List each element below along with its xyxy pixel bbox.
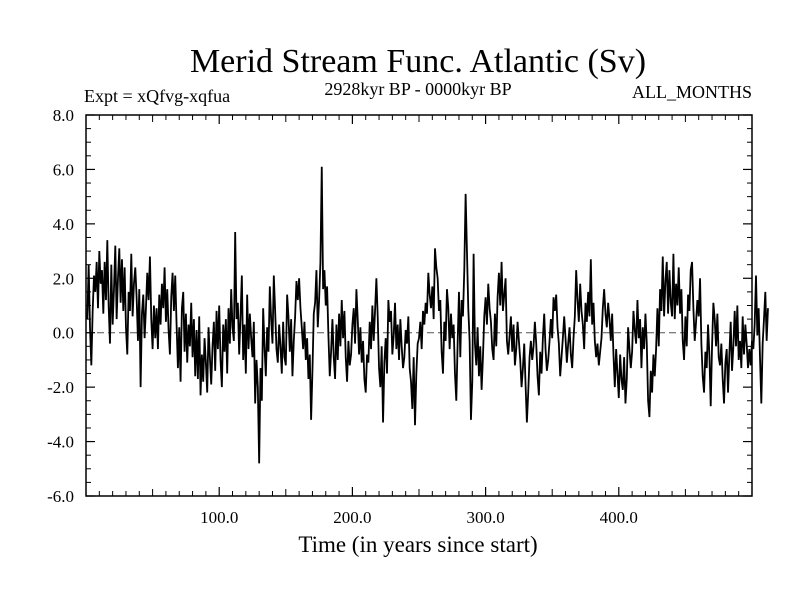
y-tick-label: 4.0 — [53, 215, 74, 234]
x-tick-label: 400.0 — [600, 508, 638, 527]
chart-title: Merid Stream Func. Atlantic (Sv) — [190, 43, 646, 80]
x-tick-label: 300.0 — [466, 508, 504, 527]
y-tick-label: -2.0 — [47, 378, 74, 397]
plot-frame — [85, 114, 753, 497]
x-tick-label: 100.0 — [200, 508, 238, 527]
x-tick-label: 200.0 — [333, 508, 371, 527]
x-axis-label: Time (in years since start) — [298, 532, 537, 557]
y-tick-label: 6.0 — [53, 160, 74, 179]
experiment-label: Expt = xQfvg-xqfua — [84, 86, 230, 106]
x-axis: 100.0 200.0 300.0 400.0 — [98, 115, 740, 527]
y-tick-label: -4.0 — [47, 433, 74, 452]
series-line — [86, 166, 769, 464]
y-tick-label: 0.0 — [53, 324, 74, 343]
y-tick-label: -6.0 — [47, 487, 74, 506]
y-tick-label: 2.0 — [53, 269, 74, 288]
time-range-label: 2928kyr BP - 0000kyr BP — [324, 79, 511, 99]
y-axis: -6.0 -4.0 -2.0 0.0 2.0 4.0 6.0 8.0 — [47, 106, 752, 506]
y-tick-label: 8.0 — [53, 106, 74, 125]
season-label: ALL_MONTHS — [632, 82, 752, 102]
